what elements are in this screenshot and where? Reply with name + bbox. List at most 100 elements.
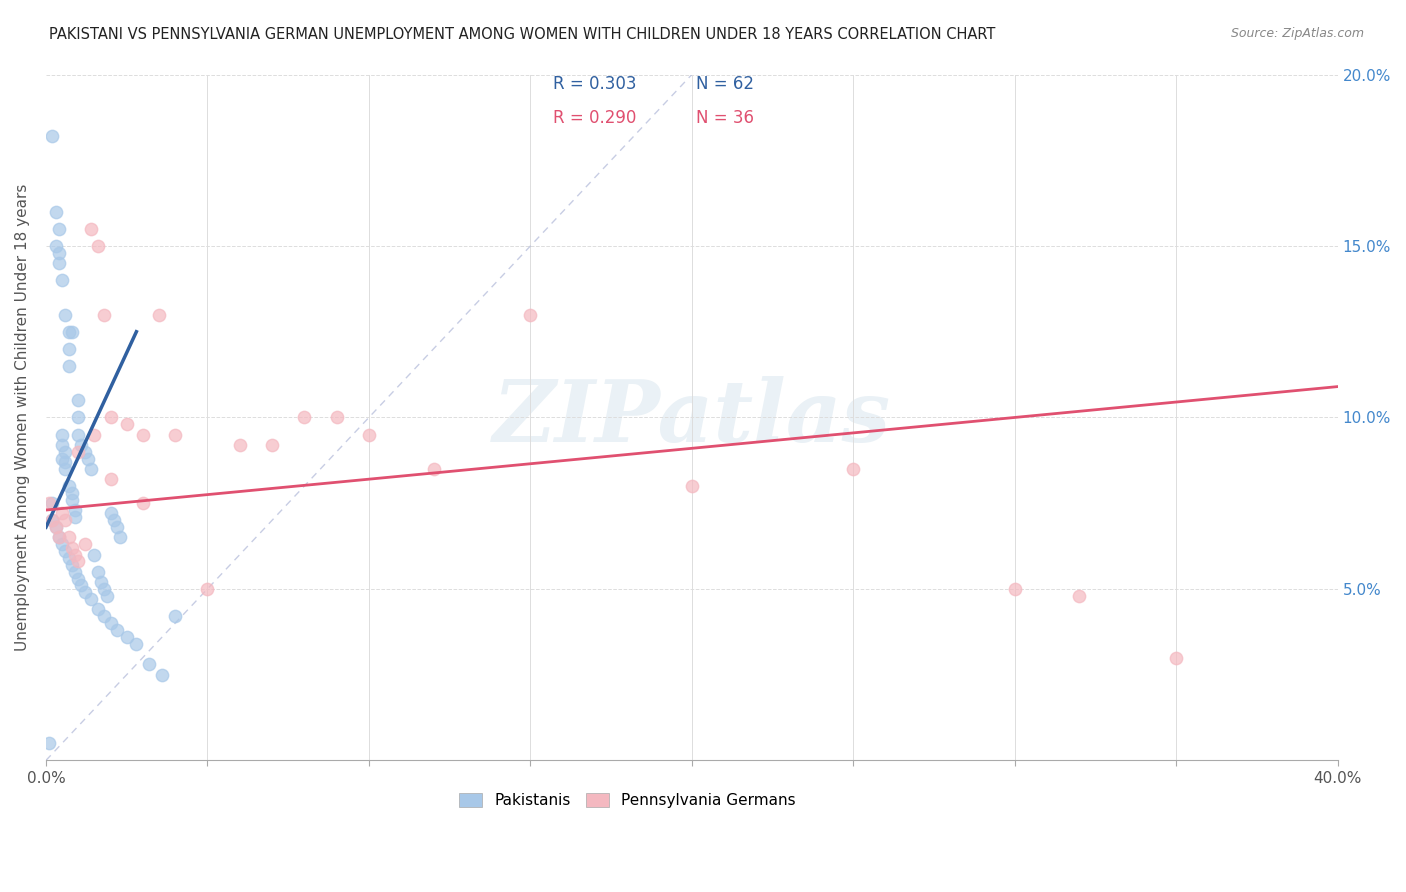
Point	[51, 427, 73, 442]
Point	[38, 496, 60, 510]
Point	[73, 585, 96, 599]
Point	[51, 273, 73, 287]
Point	[63, 548, 86, 562]
Point	[45, 239, 67, 253]
Point	[165, 427, 187, 442]
Point	[138, 657, 160, 672]
Point	[105, 520, 128, 534]
Point	[110, 531, 132, 545]
Point	[681, 479, 703, 493]
Text: R = 0.290: R = 0.290	[553, 109, 636, 127]
Point	[93, 308, 115, 322]
Point	[67, 410, 90, 425]
Point	[58, 342, 80, 356]
Point	[93, 609, 115, 624]
Point	[48, 531, 70, 545]
Point	[422, 462, 444, 476]
Point	[60, 325, 83, 339]
Point	[93, 582, 115, 596]
Point	[53, 544, 76, 558]
Legend: Pakistanis, Pennsylvania Germans: Pakistanis, Pennsylvania Germans	[453, 787, 801, 814]
Point	[842, 462, 865, 476]
Point	[51, 438, 73, 452]
Text: Source: ZipAtlas.com: Source: ZipAtlas.com	[1230, 27, 1364, 40]
Point	[48, 531, 70, 545]
Point	[77, 451, 100, 466]
Point	[51, 451, 73, 466]
Point	[1069, 589, 1091, 603]
Text: N = 36: N = 36	[696, 109, 754, 127]
Point	[58, 325, 80, 339]
Point	[100, 410, 122, 425]
Point	[132, 427, 155, 442]
Text: ZIPatlas: ZIPatlas	[494, 376, 891, 459]
Point	[519, 308, 541, 322]
Point	[197, 582, 219, 596]
Point	[63, 565, 86, 579]
Point	[41, 129, 63, 144]
Point	[100, 507, 122, 521]
Text: R = 0.303: R = 0.303	[553, 75, 636, 93]
Point	[63, 503, 86, 517]
Point	[96, 589, 118, 603]
Point	[70, 578, 93, 592]
Point	[80, 462, 103, 476]
Point	[83, 548, 105, 562]
Point	[115, 417, 138, 432]
Point	[38, 736, 60, 750]
Point	[58, 551, 80, 566]
Point	[115, 630, 138, 644]
Point	[67, 572, 90, 586]
Point	[60, 486, 83, 500]
Point	[86, 565, 108, 579]
Point	[53, 444, 76, 458]
Point	[51, 507, 73, 521]
Point	[48, 222, 70, 236]
Point	[292, 410, 315, 425]
Point	[45, 520, 67, 534]
Point	[48, 256, 70, 270]
Point	[41, 496, 63, 510]
Point	[86, 602, 108, 616]
Text: N = 62: N = 62	[696, 75, 754, 93]
Point	[60, 558, 83, 572]
Point	[70, 438, 93, 452]
Point	[357, 427, 380, 442]
Point	[53, 513, 76, 527]
Point	[260, 438, 283, 452]
Point	[67, 554, 90, 568]
Point	[73, 537, 96, 551]
Point	[325, 410, 347, 425]
Point	[1004, 582, 1026, 596]
Point	[45, 204, 67, 219]
Point	[48, 245, 70, 260]
Point	[80, 592, 103, 607]
Point	[73, 444, 96, 458]
Point	[105, 623, 128, 637]
Point	[148, 308, 170, 322]
Point	[100, 472, 122, 486]
Point	[58, 479, 80, 493]
Point	[51, 537, 73, 551]
Point	[90, 575, 112, 590]
Point	[100, 616, 122, 631]
Point	[58, 531, 80, 545]
Point	[83, 427, 105, 442]
Point	[41, 513, 63, 527]
Point	[53, 308, 76, 322]
Point	[63, 509, 86, 524]
Point	[165, 609, 187, 624]
Y-axis label: Unemployment Among Women with Children Under 18 years: Unemployment Among Women with Children U…	[15, 184, 30, 651]
Point	[125, 637, 148, 651]
Point	[86, 239, 108, 253]
Point	[53, 455, 76, 469]
Point	[67, 444, 90, 458]
Point	[103, 513, 125, 527]
Point	[45, 520, 67, 534]
Point	[67, 427, 90, 442]
Point	[58, 359, 80, 373]
Point	[229, 438, 252, 452]
Point	[60, 492, 83, 507]
Point	[132, 496, 155, 510]
Point	[53, 462, 76, 476]
